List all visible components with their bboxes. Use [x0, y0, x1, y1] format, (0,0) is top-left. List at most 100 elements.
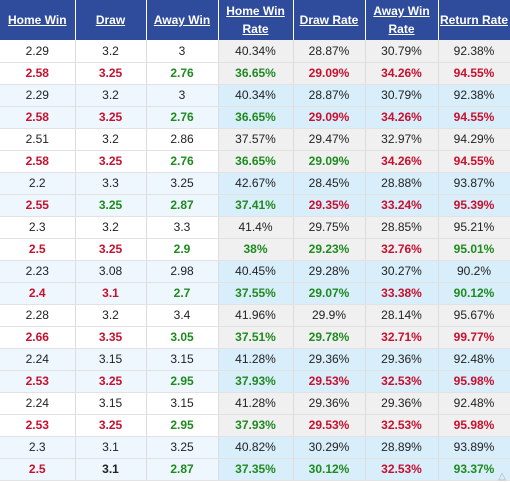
table-cell: 3.15 — [146, 392, 219, 415]
table-cell: 94.55% — [438, 62, 510, 85]
table-row: 2.28 3.2 3.4 41.96% 29.9% 28.14% 95.67% — [0, 304, 510, 327]
header-return-rate[interactable]: Return Rate — [438, 0, 510, 40]
table-cell: 3.25 — [75, 194, 147, 217]
cell-value: 2.24 — [25, 396, 49, 410]
table-cell: 3.25 — [75, 106, 147, 129]
table-cell: 40.34% — [218, 84, 294, 107]
header-row: Home Win Draw Away Win Home Win Rate Draw… — [0, 0, 510, 40]
cell-value: 33.24% — [381, 198, 422, 212]
table-cell: 3.25 — [75, 414, 147, 437]
table-cell: 37.93% — [218, 370, 294, 393]
cell-value: 94.29% — [453, 132, 495, 146]
cell-value: 29.78% — [308, 330, 350, 344]
table-row: 2.55 3.25 2.87 37.41% 29.35% 33.24% 95.39% — [0, 194, 510, 217]
cell-value: 2.95 — [170, 374, 194, 388]
table-cell: 95.67% — [438, 304, 510, 327]
cell-value: 29.23% — [308, 242, 350, 256]
table-cell: 28.85% — [365, 216, 439, 239]
cell-value: 3 — [178, 88, 186, 102]
cell-value: 2.55 — [25, 198, 49, 212]
cell-value: 41.4% — [238, 220, 273, 234]
table-cell: 3.1 — [75, 282, 147, 305]
cell-value: 30.79% — [381, 88, 422, 102]
cell-value: 2.98 — [170, 264, 194, 278]
table-row: 2.58 3.25 2.76 36.65% 29.09% 34.26% 94.55% — [0, 106, 510, 129]
cell-value: 2.58 — [25, 66, 49, 80]
cell-value: 3.2 — [102, 308, 119, 322]
table-row: 2.3 3.2 3.3 41.4% 29.75% 28.85% 95.21% — [0, 216, 510, 239]
table-cell: 2.28 — [0, 304, 76, 327]
header-home-win[interactable]: Home Win — [0, 0, 76, 40]
cell-value: 37.93% — [235, 418, 276, 432]
table-cell: 40.34% — [218, 40, 294, 63]
table-cell: 95.39% — [438, 194, 510, 217]
table-cell: 3.15 — [146, 348, 219, 371]
cell-value: 30.27% — [381, 264, 422, 278]
cell-value: 29.47% — [308, 132, 350, 146]
cell-value: 3.25 — [98, 242, 123, 256]
table-cell: 2.86 — [146, 128, 219, 151]
table-cell: 93.89% — [438, 436, 510, 459]
table-cell: 2.2 — [0, 172, 76, 195]
table-cell: 2.24 — [0, 392, 76, 415]
table-cell: 28.89% — [365, 436, 439, 459]
table-row: 2.29 3.2 3 40.34% 28.87% 30.79% 92.38% — [0, 84, 510, 107]
table-row: 2.24 3.15 3.15 41.28% 29.36% 29.36% 92.48% — [0, 348, 510, 371]
cell-value: 2.76 — [170, 66, 194, 80]
cell-value: 30.29% — [308, 440, 350, 454]
header-away-win-rate[interactable]: Away Win Rate — [365, 0, 439, 40]
cell-value: 2.87 — [170, 198, 194, 212]
table-cell: 32.76% — [365, 238, 439, 261]
header-draw-rate[interactable]: Draw Rate — [293, 0, 366, 40]
cell-value: 3.25 — [170, 176, 194, 190]
cell-value: 3.15 — [98, 396, 123, 410]
cell-value: 95.98% — [453, 418, 495, 432]
table-cell: 2.55 — [0, 194, 76, 217]
table-row: 2.29 3.2 3 40.34% 28.87% 30.79% 92.38% — [0, 40, 510, 63]
table-cell: 3.15 — [75, 348, 147, 371]
table-cell: 29.36% — [293, 392, 366, 415]
cell-value: 28.88% — [381, 176, 422, 190]
cell-value: 32.97% — [381, 132, 422, 146]
table-cell: 95.21% — [438, 216, 510, 239]
table-cell: 29.07% — [293, 282, 366, 305]
table-cell: 2.29 — [0, 40, 76, 63]
cell-value: 36.65% — [235, 154, 276, 168]
cell-value: 2.5 — [28, 462, 46, 476]
cell-value: 2.66 — [25, 330, 49, 344]
table-cell: 3.25 — [75, 370, 147, 393]
cell-value: 3.2 — [102, 88, 119, 102]
cell-value: 2.4 — [28, 286, 46, 300]
table-cell: 3.2 — [75, 216, 147, 239]
cell-value: 37.35% — [235, 462, 276, 476]
cell-value: 30.12% — [308, 462, 350, 476]
cell-value: 37.55% — [235, 286, 276, 300]
table-cell: 36.65% — [218, 150, 294, 173]
table-cell: 95.01% — [438, 238, 510, 261]
cell-value: 32.53% — [381, 418, 422, 432]
table-cell: 29.47% — [293, 128, 366, 151]
cell-value: 42.67% — [235, 176, 276, 190]
header-away-win[interactable]: Away Win — [146, 0, 219, 40]
table-cell: 95.98% — [438, 370, 510, 393]
header-home-win-rate[interactable]: Home Win Rate — [218, 0, 294, 40]
table-cell: 29.36% — [293, 348, 366, 371]
table-cell: 2.9 — [146, 238, 219, 261]
cell-value: 2.9 — [173, 242, 191, 256]
cell-value: 28.89% — [381, 440, 422, 454]
cell-value: 93.89% — [453, 440, 495, 454]
cell-value: 94.55% — [453, 154, 495, 168]
cell-value: 3.25 — [170, 440, 194, 454]
table-cell: 29.35% — [293, 194, 366, 217]
table-cell: 3.2 — [75, 40, 147, 63]
header-draw[interactable]: Draw — [75, 0, 147, 40]
cell-value: 29.36% — [381, 396, 422, 410]
cell-value: 3.25 — [98, 374, 123, 388]
cell-value: 38% — [243, 242, 268, 256]
table-cell: 30.27% — [365, 260, 439, 283]
cell-value: 3.35 — [98, 330, 123, 344]
cell-value: 2.87 — [170, 462, 194, 476]
cell-value: 41.28% — [235, 396, 276, 410]
cell-value: 37.41% — [235, 198, 276, 212]
cell-value: 3.1 — [102, 440, 119, 454]
